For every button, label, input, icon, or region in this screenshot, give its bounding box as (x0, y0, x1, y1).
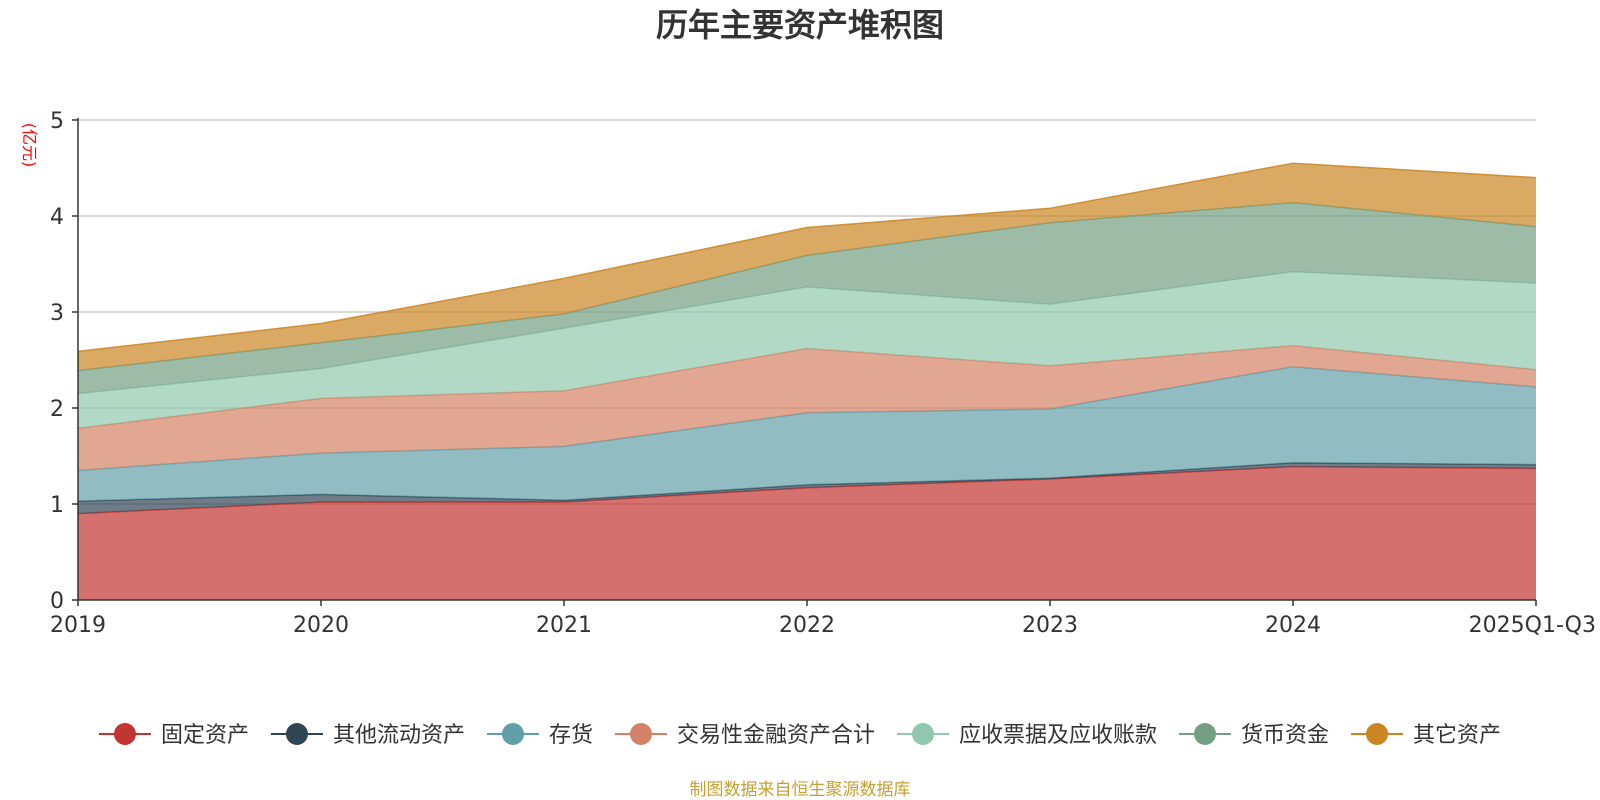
legend-circle-icon (501, 723, 524, 745)
y-axis-unit-label: (亿元) (20, 123, 39, 168)
axes: 0 1 2 3 4 5 2019 2020 2021 2022 2023 2024 2025Q1-Q3 (50, 109, 1596, 638)
y-tick-label: 5 (50, 109, 64, 134)
legend-label: 其他流动资产 (333, 723, 465, 748)
legend-label: 交易性金融资产合计 (677, 723, 875, 748)
area-series-group (77, 162, 1537, 600)
legend-item-7[interactable]: 其它资产 (1351, 723, 1501, 748)
x-tick-label: 2023 (1022, 613, 1078, 638)
legend-label: 货币资金 (1241, 723, 1329, 748)
y-tick-label: 3 (50, 301, 64, 326)
legend-circle-icon (912, 723, 935, 745)
legend-circle-icon (629, 723, 652, 745)
legend-item-6[interactable]: 货币资金 (1179, 723, 1329, 748)
area-series-2 (78, 462, 1536, 514)
y-tick-label: 4 (50, 205, 64, 230)
legend-label: 其它资产 (1413, 723, 1501, 748)
x-tick-label: 2020 (293, 613, 349, 638)
legend-circle-icon (113, 723, 136, 745)
legend-item-3[interactable]: 存货 (486, 723, 593, 748)
area-series-4 (78, 345, 1536, 471)
area-series-3 (78, 366, 1536, 502)
legend-circle-icon (285, 723, 308, 745)
y-tick-label: 1 (50, 493, 64, 518)
area-series-5 (78, 271, 1536, 429)
legend-label: 固定资产 (161, 723, 249, 748)
legend-item-2[interactable]: 其他流动资产 (270, 723, 465, 748)
data-source-footer: 制图数据来自恒生聚源数据库 (690, 780, 911, 800)
area-series-7 (78, 163, 1536, 371)
legend-circle-icon (1194, 723, 1217, 745)
x-tick-label: 2022 (779, 613, 835, 638)
legend-item-4[interactable]: 交易性金融资产合计 (614, 723, 875, 748)
area-series-6 (78, 202, 1536, 394)
legend[interactable]: 固定资产 其他流动资产 存货 交易性金融资产合计 应收票据及应收账款 货币资金 其它资产 (98, 723, 1501, 748)
legend-circle-icon (1366, 723, 1389, 745)
legend-label: 存货 (549, 723, 593, 748)
area-series-1 (78, 466, 1536, 600)
chart-title: 历年主要资产堆积图 (656, 6, 944, 44)
y-tick-label: 0 (50, 589, 64, 614)
legend-item-1[interactable]: 固定资产 (98, 723, 249, 748)
y-tick-label: 2 (50, 397, 64, 422)
x-tick-label: 2019 (50, 613, 106, 638)
x-tick-label: 2021 (536, 613, 592, 638)
legend-item-5[interactable]: 应收票据及应收账款 (897, 723, 1157, 748)
x-tick-label: 2024 (1265, 613, 1321, 638)
area-series-edge-7 (77, 162, 1537, 353)
x-tick-label: 2025Q1-Q3 (1469, 613, 1596, 638)
legend-label: 应收票据及应收账款 (959, 723, 1157, 748)
